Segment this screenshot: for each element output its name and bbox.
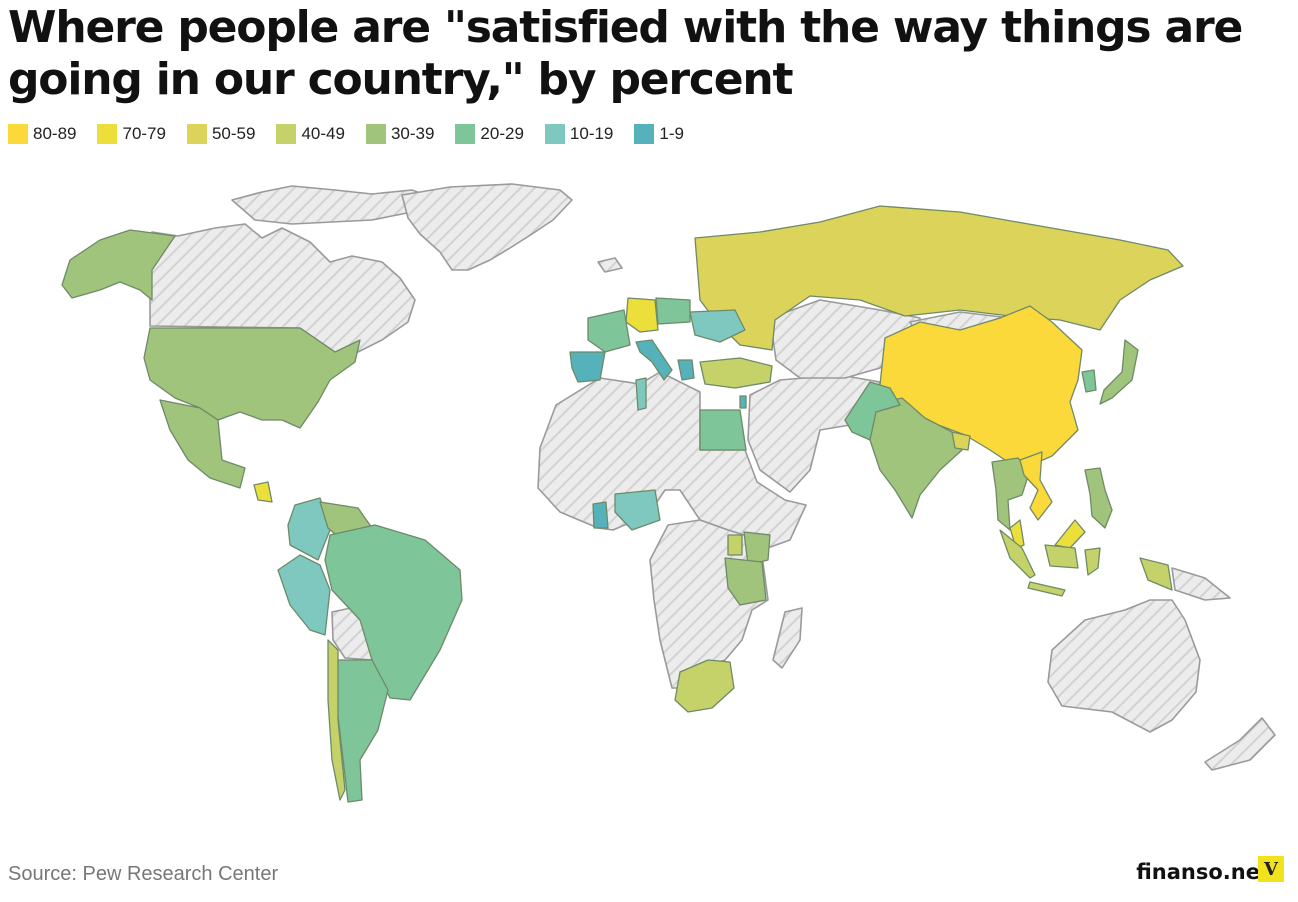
chart-title: Where people are "satisfied with the way…	[8, 2, 1243, 105]
country-peru	[277, 554, 331, 636]
country-tanzania	[724, 557, 767, 606]
legend-swatch	[634, 124, 655, 144]
legend-swatch	[8, 124, 28, 144]
country-united-states	[143, 327, 361, 429]
country-nigeria	[614, 489, 661, 531]
country-tunisia	[635, 377, 647, 411]
landmass-iceland	[597, 257, 623, 273]
legend-item-70-79: 70-79	[97, 124, 166, 144]
landmass-madagascar	[772, 607, 803, 669]
country-bangladesh	[951, 431, 971, 451]
legend-label: 70-79	[122, 124, 166, 143]
legend-swatch	[276, 124, 297, 144]
legend-item-20-29: 20-29	[455, 124, 524, 144]
country-japan	[1099, 339, 1139, 405]
legend-label: 20-29	[480, 124, 524, 143]
country-turkey	[699, 357, 773, 389]
watermark-text: finanso.net	[1136, 860, 1270, 884]
world-map	[61, 183, 1276, 803]
country-ghana	[592, 501, 609, 529]
country-kenya	[743, 531, 771, 566]
country-india	[869, 397, 963, 519]
legend-item-30-39: 30-39	[365, 124, 435, 144]
country-spain	[569, 351, 606, 383]
country-malaysia-borneo	[1054, 519, 1086, 549]
legend-label: 50-59	[211, 124, 256, 143]
country-ukraine	[689, 309, 746, 343]
country-vietnam	[1019, 451, 1053, 521]
legend-label: 10-19	[569, 124, 614, 143]
legend-label: 1-9	[659, 124, 684, 143]
country-colombia	[287, 497, 331, 561]
country-greece	[677, 359, 695, 381]
country-indonesia	[999, 529, 1173, 597]
legend-swatch	[365, 124, 386, 144]
legend-swatch	[544, 124, 565, 144]
country-germany	[625, 297, 659, 333]
country-chile	[327, 639, 346, 801]
country-uganda	[727, 534, 743, 556]
legend: 80-89 70-79 50-59 40-49 30-39 20-29 10-1…	[8, 124, 705, 144]
landmass-australia	[1047, 599, 1201, 733]
country-italy	[635, 339, 673, 381]
source-note: Source: Pew Research Center	[8, 863, 279, 885]
country-pakistan	[844, 381, 901, 441]
country-mexico	[159, 399, 246, 489]
country-nicaragua	[253, 481, 273, 503]
country-russia	[694, 205, 1184, 351]
legend-item-1-9: 1-9	[634, 124, 684, 144]
legend-item-50-59: 50-59	[186, 124, 256, 144]
legend-label: 40-49	[301, 124, 345, 143]
landmass-new-zealand	[1204, 717, 1276, 771]
legend-item-80-89: 80-89	[8, 124, 76, 144]
watermark: finanso.net V	[1136, 856, 1284, 884]
legend-item-40-49: 40-49	[276, 124, 345, 144]
country-france	[587, 309, 631, 353]
country-south-korea	[1081, 369, 1097, 393]
legend-label: 80-89	[33, 124, 77, 143]
country-south-africa	[674, 659, 735, 713]
country-brazil	[324, 524, 463, 701]
legend-label: 30-39	[390, 124, 435, 143]
legend-swatch	[97, 124, 118, 144]
watermark-logo-icon: V	[1258, 856, 1284, 882]
country-poland	[655, 297, 691, 325]
country-egypt	[699, 409, 747, 451]
legend-swatch	[186, 124, 207, 144]
legend-swatch	[455, 124, 476, 144]
country-philippines	[1084, 467, 1113, 529]
landmass-papua	[1171, 567, 1231, 601]
country-alaska	[61, 229, 176, 301]
landmass-greenland	[401, 183, 573, 271]
legend-item-10-19: 10-19	[544, 124, 614, 144]
country-lebanon	[739, 395, 747, 409]
